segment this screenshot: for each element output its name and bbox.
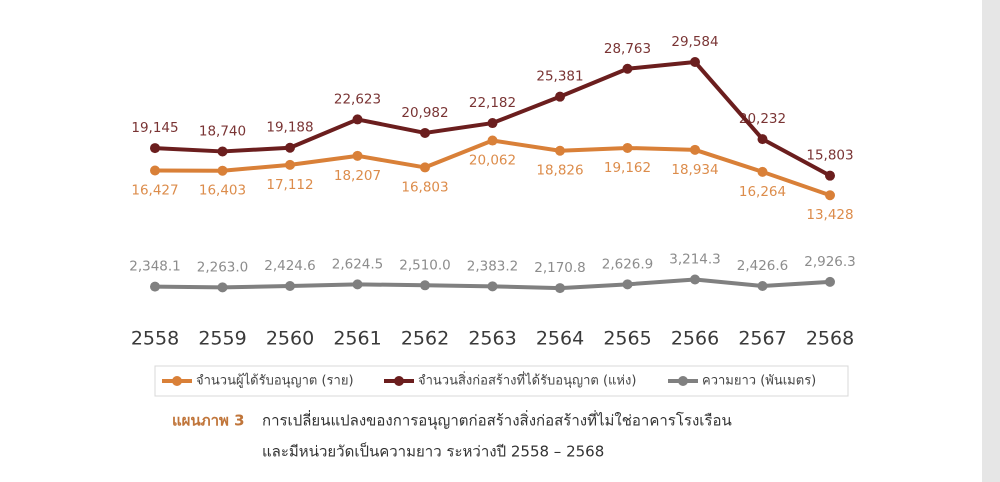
- value-label: 2,624.5: [332, 256, 384, 272]
- legend-marker: [678, 376, 688, 386]
- value-label: 16,403: [199, 183, 246, 199]
- data-point: [487, 118, 498, 129]
- value-label: 19,162: [604, 160, 651, 176]
- data-point: [690, 144, 700, 155]
- legend-marker: [172, 376, 182, 386]
- caption-line: และมีหน่วยวัดเป็นความยาว ระหว่างปี 2558 …: [262, 442, 604, 461]
- data-point: [487, 135, 498, 146]
- caption-line: การเปลี่ยนแปลงของการอนุญาตก่อสร้างสิ่งก่…: [262, 410, 732, 431]
- data-point: [352, 114, 363, 125]
- value-label: 2,424.6: [264, 258, 316, 274]
- data-point: [217, 282, 228, 293]
- data-point: [285, 281, 295, 292]
- data-point: [555, 283, 565, 294]
- value-label: 2,626.9: [602, 256, 654, 272]
- data-point: [757, 166, 768, 177]
- value-label: 17,112: [266, 177, 313, 193]
- x-tick-label: 2565: [603, 328, 651, 350]
- value-label: 29,584: [671, 34, 718, 50]
- data-point: [622, 63, 633, 74]
- page-edge: [982, 0, 1000, 482]
- value-label: 2,383.2: [467, 258, 519, 274]
- value-label: 2,426.6: [737, 258, 789, 274]
- x-tick-label: 2566: [671, 328, 719, 350]
- value-label: 2,170.8: [534, 260, 586, 276]
- value-label: 28,763: [604, 41, 651, 57]
- x-tick-label: 2562: [401, 328, 449, 350]
- value-label: 18,934: [671, 162, 718, 178]
- caption-label: แผนภาพ 3: [172, 412, 245, 430]
- data-point: [352, 279, 363, 290]
- value-label: 2,263.0: [197, 259, 249, 275]
- x-tick-label: 2560: [266, 328, 314, 350]
- value-label: 13,428: [806, 207, 853, 223]
- value-label: 2,926.3: [804, 254, 856, 270]
- data-point: [217, 146, 228, 157]
- data-point: [622, 142, 633, 153]
- data-point: [420, 280, 430, 291]
- data-point: [352, 150, 363, 161]
- data-point: [757, 280, 768, 291]
- value-label: 18,740: [199, 123, 246, 139]
- data-point: [420, 127, 430, 138]
- data-point: [487, 281, 498, 292]
- data-point: [825, 190, 835, 201]
- data-point: [150, 165, 160, 176]
- data-point: [825, 276, 835, 287]
- data-point: [217, 165, 228, 176]
- value-label: 15,803: [806, 148, 853, 164]
- value-label: 19,188: [266, 120, 313, 136]
- legend-box: [154, 365, 849, 397]
- data-point: [285, 159, 295, 170]
- data-point: [555, 91, 565, 102]
- value-label: 22,182: [469, 95, 516, 111]
- x-tick-label: 2568: [806, 328, 854, 350]
- x-tick-label: 2564: [536, 328, 584, 350]
- data-point: [150, 143, 160, 154]
- x-tick-label: 2561: [333, 328, 381, 350]
- data-point: [285, 142, 295, 153]
- value-label: 16,264: [739, 184, 786, 200]
- x-tick-label: 2559: [198, 328, 246, 350]
- x-tick-label: 2558: [131, 328, 179, 350]
- value-label: 16,803: [401, 179, 448, 195]
- value-label: 20,232: [739, 111, 786, 127]
- value-label: 22,623: [334, 91, 381, 107]
- legend-label: จำนวนผู้ได้รับอนุญาต (ราย): [196, 373, 354, 389]
- value-label: 18,826: [536, 163, 583, 179]
- x-tick-label: 2567: [738, 328, 786, 350]
- legend-label: จำนวนสิ่งก่อสร้างที่ได้รับอนุญาต (แห่ง): [418, 372, 636, 389]
- data-point: [150, 281, 160, 292]
- value-label: 20,982: [401, 105, 448, 121]
- data-point: [690, 57, 700, 67]
- value-label: 3,214.3: [669, 251, 721, 267]
- value-label: 18,207: [334, 168, 381, 184]
- data-point: [757, 134, 768, 145]
- value-label: 2,510.0: [399, 257, 451, 273]
- x-tick-label: 2563: [468, 328, 516, 350]
- value-label: 25,381: [536, 69, 583, 85]
- value-label: 20,062: [469, 153, 516, 169]
- data-point: [825, 170, 835, 181]
- data-point: [555, 145, 565, 156]
- legend-marker: [394, 376, 404, 386]
- data-point: [420, 162, 430, 173]
- value-label: 16,427: [131, 183, 178, 199]
- legend-label: ความยาว (พันเมตร): [702, 374, 816, 389]
- value-label: 2,348.1: [129, 259, 181, 275]
- value-label: 19,145: [131, 120, 178, 136]
- data-point: [690, 274, 700, 285]
- data-point: [622, 279, 633, 290]
